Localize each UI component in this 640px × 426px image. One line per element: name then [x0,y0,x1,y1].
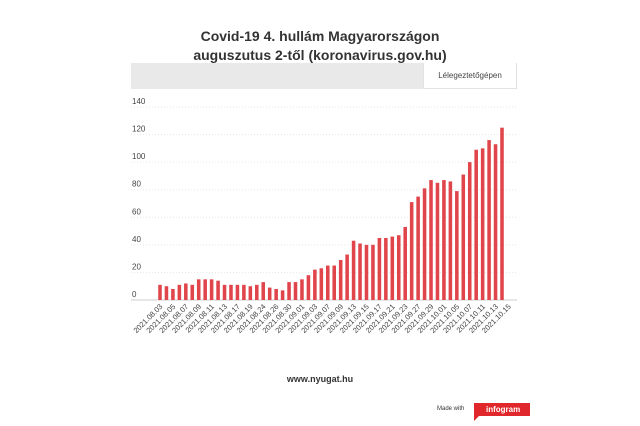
bar [371,244,375,300]
bar [480,148,485,300]
bar [442,180,446,300]
bar [448,181,453,300]
bar [293,282,298,300]
bar [390,236,395,300]
bar [384,237,388,300]
infogram-logo-notch [474,416,479,421]
bar [300,279,304,300]
bar [261,282,266,300]
bar [222,284,227,300]
bar [313,269,317,300]
bar [467,162,472,300]
bar [351,240,356,300]
bar [229,284,233,300]
bar [396,235,401,300]
bar [248,286,253,300]
tab-bar: Lélegeztetőgépen [131,63,517,89]
bar [306,275,311,300]
bar [319,268,324,300]
bar [196,279,201,300]
bar [190,284,195,300]
bar [235,284,240,300]
bar [203,279,207,300]
chart-title: Covid-19 4. hullám Magyarországon [200,28,440,44]
bar [364,244,369,300]
bar [326,265,330,300]
bar [422,188,427,300]
y-tick-label: 60 [132,207,141,216]
bar [338,260,343,300]
made-with-label: Made with [437,406,465,412]
infogram-logo-label[interactable]: infogram [486,405,521,414]
bar [435,182,440,300]
bar [274,288,278,300]
y-tick-label: 140 [132,97,146,106]
bar [474,149,478,300]
tab-lelegeztetogepen[interactable]: Lélegeztetőgépen [423,63,517,89]
bar [209,279,214,300]
bar [255,284,259,300]
bar [403,226,407,300]
bar [493,144,498,300]
bar [487,140,491,300]
bar [216,280,220,300]
bar [409,202,414,300]
y-tick-label: 20 [132,262,141,271]
bar [164,286,169,300]
bar [242,284,246,300]
source-label: www.nyugat.hu [286,374,354,384]
y-tick-label: 0 [132,290,137,299]
y-tick-label: 80 [132,180,141,189]
bar [377,237,382,300]
bar [416,196,420,300]
y-tick-label: 100 [132,152,146,161]
bar [500,127,504,301]
bar [158,284,162,300]
bar [171,288,175,300]
chart-subtitle: auguszutus 2-től (koronavirus.gov.hu) [193,47,447,63]
y-tick-label: 120 [132,125,146,134]
bar [184,283,188,300]
bar [332,265,336,300]
bar [177,284,182,300]
bar [267,287,272,300]
bar [287,282,291,300]
y-tick-label: 40 [132,235,141,244]
bar [461,174,466,300]
bar [280,290,285,300]
bar [358,243,362,300]
bar [429,180,433,300]
bar [345,254,349,300]
bar [455,191,459,300]
infogram-logo[interactable] [474,403,530,416]
